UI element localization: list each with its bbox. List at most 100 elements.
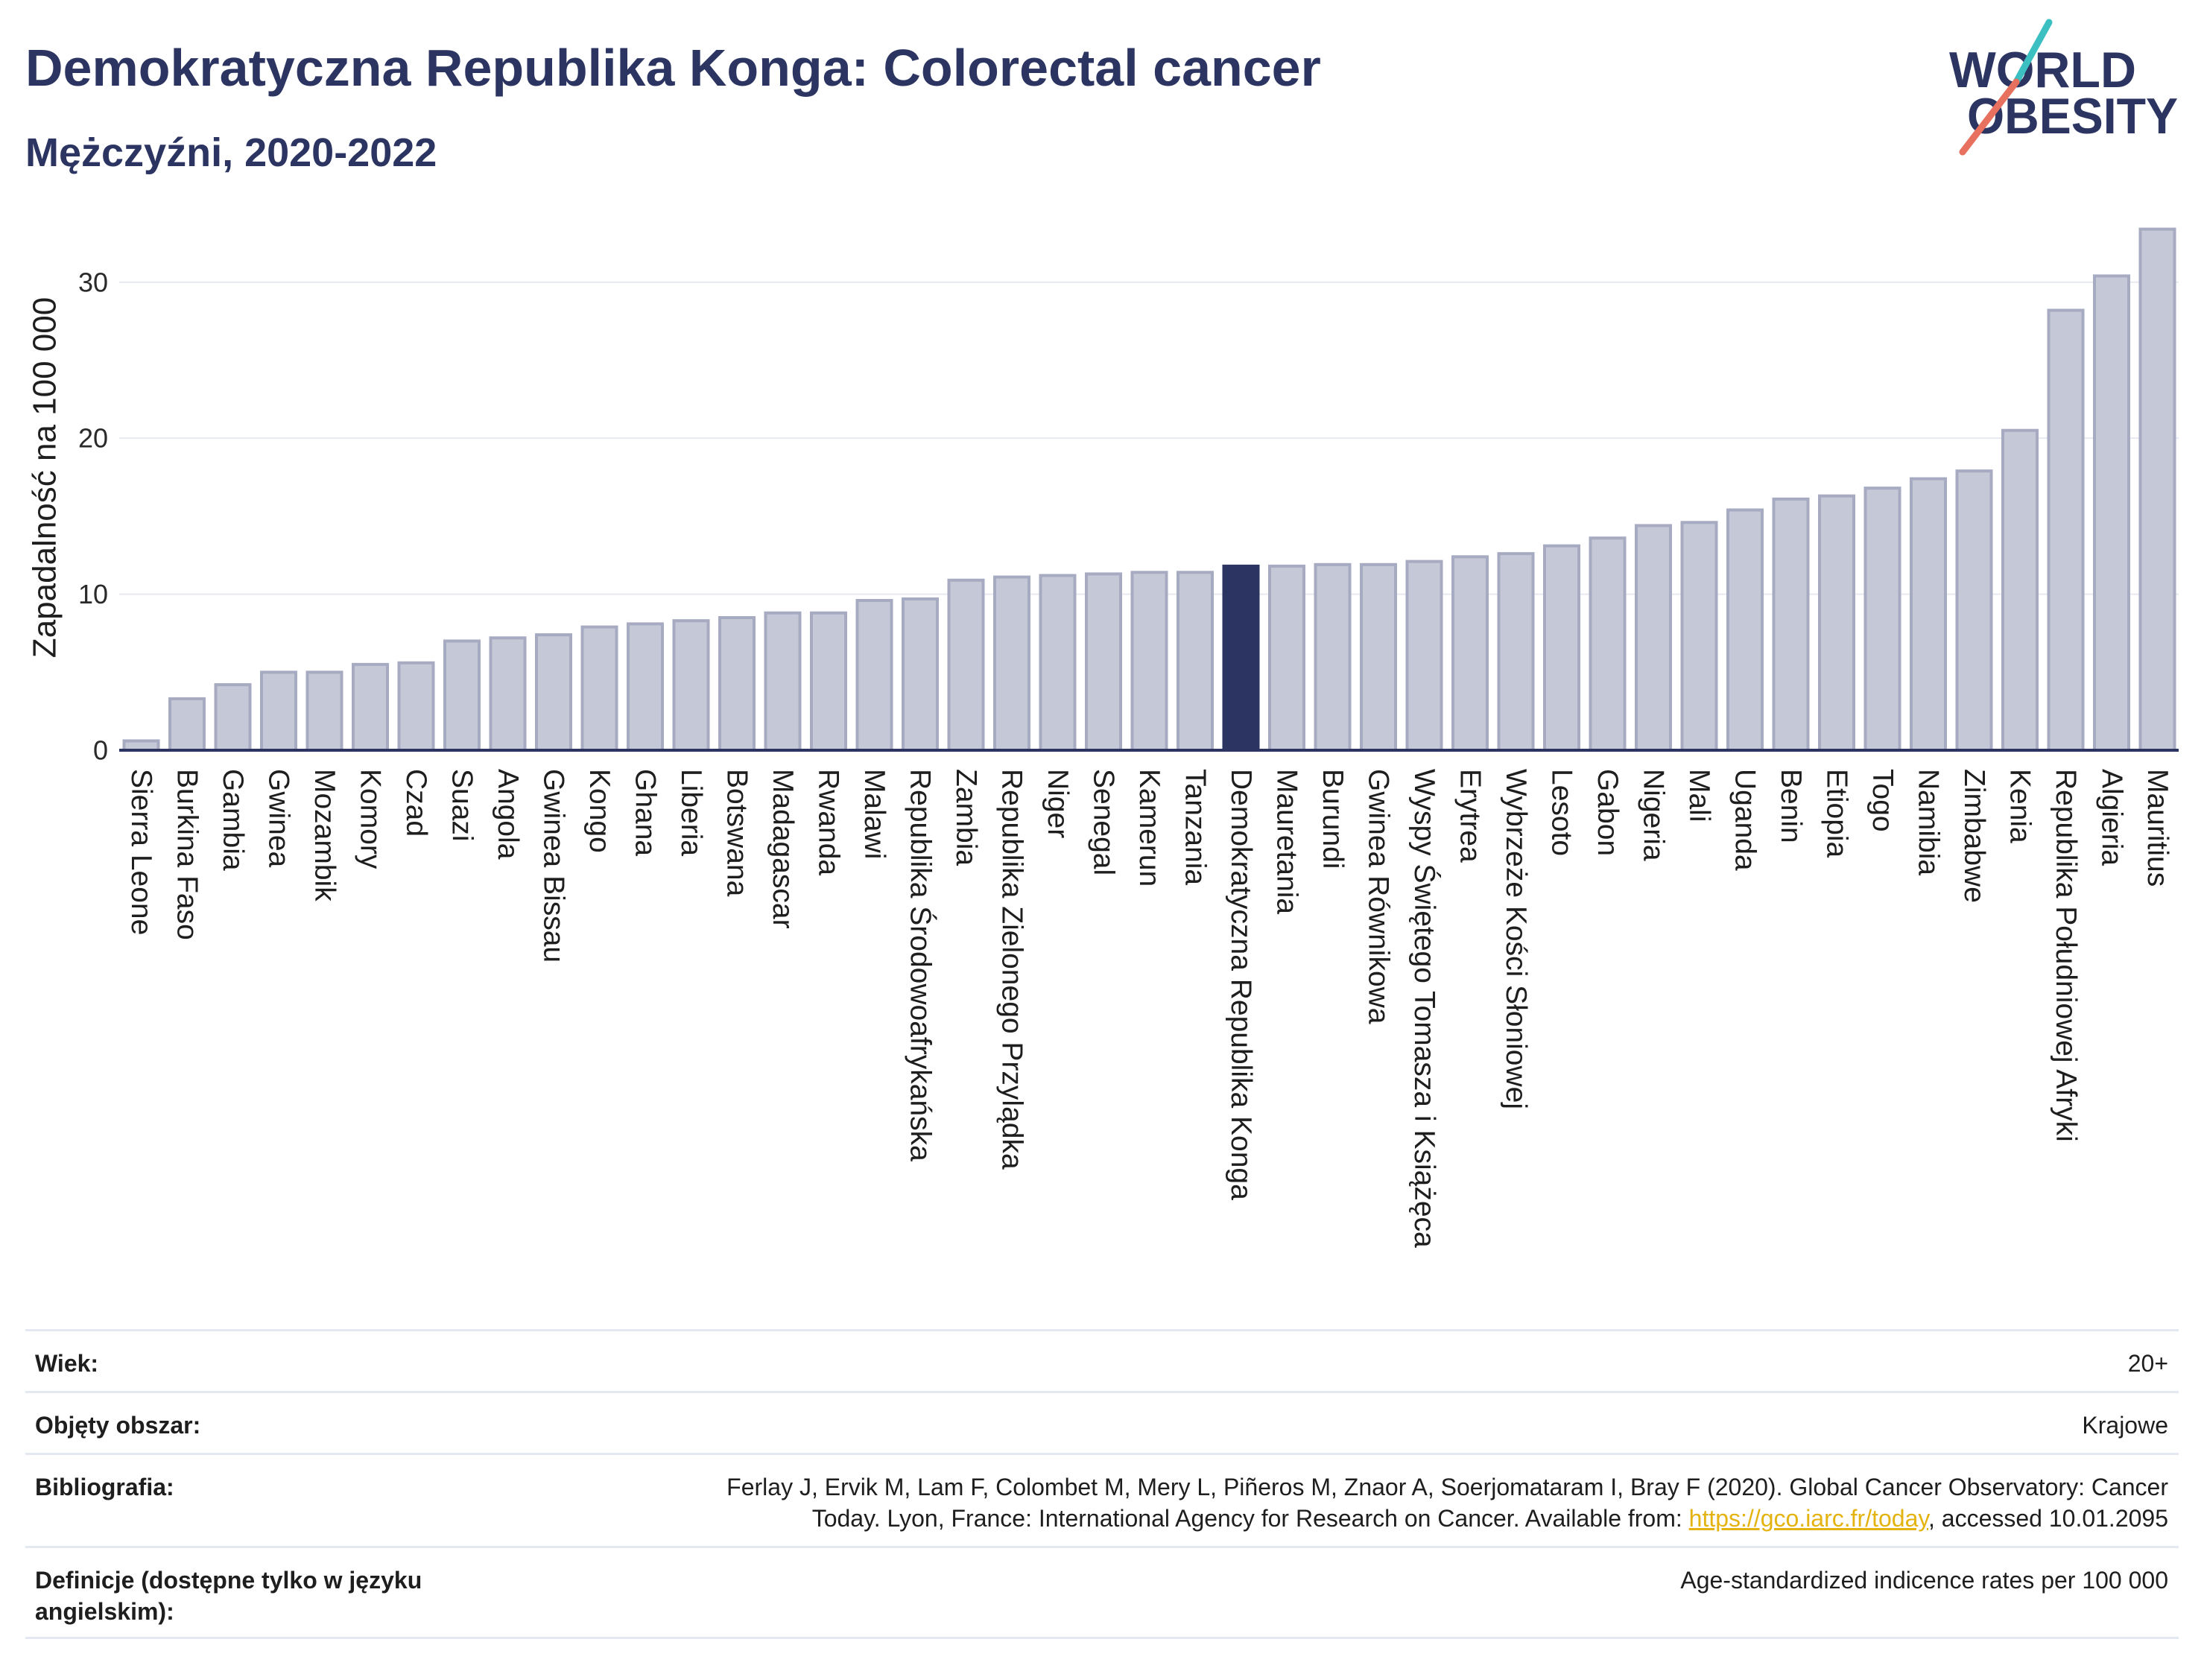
logo-slash-top — [2013, 19, 2053, 86]
bar-kamerun — [1130, 571, 1168, 752]
age-row: Wiek: 20+ — [25, 1331, 2179, 1393]
bar-tanzania — [1177, 571, 1214, 752]
bibliography-line-1: Ferlay J, Ervik M, Lam F, Colombet M, Me… — [726, 1474, 2168, 1500]
bar-ghana — [627, 622, 664, 752]
logo-text-obesity: OBESITY — [1967, 88, 2178, 145]
bar-gwinea-rownikowa — [1360, 562, 1397, 752]
bar-komory — [352, 662, 389, 752]
x-tick-label-nigeria: Nigeria — [1638, 769, 1670, 861]
bar-mauretania — [1268, 564, 1305, 752]
metadata-table: Wiek: 20+ Objęty obszar: Krajowe Bibliog… — [25, 1329, 2179, 1639]
x-tick-label-mauretania: Mauretania — [1271, 769, 1303, 914]
bar-niger — [1039, 574, 1077, 752]
x-tick-label-burundi: Burundi — [1317, 769, 1349, 869]
bar-senegal — [1085, 572, 1122, 752]
x-tick-label-wybrzeze-kosci-sloniowej: Wybrzeże Kości Słoniowej — [1500, 769, 1532, 1109]
coverage-label: Objęty obszar: — [35, 1412, 201, 1439]
bar-demokratyczna-republika-konga — [1222, 564, 1260, 752]
x-tick-label-zambia: Zambia — [950, 769, 982, 866]
bibliography-line-2: Today. Lyon, France: International Agenc… — [726, 1503, 2168, 1534]
x-tick-label-namibia: Namibia — [1913, 769, 1945, 875]
x-tick-label-mali: Mali — [1683, 769, 1715, 822]
x-tick-label-sierra-leone: Sierra Leone — [125, 769, 157, 935]
x-tick-label-rwanda: Rwanda — [813, 769, 845, 875]
bar-mauritius — [2138, 227, 2176, 752]
bibliography-line-2-text: Today. Lyon, France: International Agenc… — [811, 1505, 1689, 1532]
x-tick-label-wyspy-swietego-tomasza-i-ksiazeca: Wyspy Świętego Tomasza i Książęca — [1408, 769, 1442, 1248]
definitions-row: Definicje (dostępne tylko w języku angie… — [25, 1548, 2179, 1639]
x-tick-label-liberia: Liberia — [675, 769, 707, 856]
bar-kenia — [2001, 428, 2039, 752]
bar-liberia — [672, 619, 710, 752]
x-tick-label-demokratyczna-republika-konga: Demokratyczna Republika Konga — [1225, 769, 1257, 1200]
x-tick-label-gwinea-rownikowa: Gwinea Równikowa — [1363, 769, 1395, 1024]
bibliography-label: Bibliografia: — [35, 1474, 174, 1500]
bar-gwinea — [260, 671, 297, 752]
x-tick-label-gwinea-bissau: Gwinea Bissau — [538, 769, 570, 963]
x-tick-label-ghana: Ghana — [630, 769, 662, 856]
x-tick-label-angola: Angola — [492, 769, 524, 860]
bar-suazi — [443, 639, 481, 752]
bar-algieria — [2093, 274, 2130, 752]
bibliography-accessed-text: , accessed 10.01.2095 — [1928, 1505, 2168, 1532]
x-tick-label-benin: Benin — [1775, 769, 1807, 843]
bar-namibia — [1910, 477, 1947, 752]
bar-benin — [1772, 497, 1810, 752]
bar-gwinea-bissau — [535, 633, 572, 752]
x-tick-label-zimbabwe: Zimbabwe — [1958, 769, 1990, 903]
x-tick-label-kongo: Kongo — [583, 769, 615, 853]
bar-uganda — [1726, 508, 1764, 752]
chart-title: Demokratyczna Republika Konga: Colorecta… — [25, 39, 1321, 97]
chart-subtitle: Mężczyźni, 2020-2022 — [25, 130, 437, 175]
bar-togo — [1863, 486, 1901, 752]
x-tick-label-suazi: Suazi — [446, 769, 478, 842]
bar-gambia — [214, 683, 252, 752]
bar-mozambik — [305, 671, 343, 752]
bar-nigeria — [1635, 524, 1672, 752]
bar-rwanda — [810, 611, 847, 752]
bar-czad — [397, 661, 435, 752]
x-tick-label-madagascar: Madagascar — [767, 769, 799, 929]
x-tick-label-malawi: Malawi — [858, 769, 890, 859]
bar-republika-zielonego-przyladka — [993, 575, 1030, 752]
y-tick-label-10: 10 — [78, 579, 108, 609]
logo-slash-bottom — [1959, 78, 2020, 156]
bar-republika-srodowoafrykanska — [902, 597, 939, 752]
bar-malawi — [855, 598, 893, 752]
x-tick-label-erytrea: Erytrea — [1454, 769, 1486, 863]
bar-republika-poludniowej-afryki — [2047, 308, 2085, 752]
logo-text-world: WORLD — [1949, 42, 2136, 98]
bar-angola — [489, 636, 527, 752]
x-tick-label-tanzania: Tanzania — [1179, 769, 1212, 885]
bars — [122, 227, 2176, 752]
x-tick-label-republika-poludniowej-afryki: Republika Południowej Afryki — [2050, 769, 2082, 1142]
bar-wybrzeze-kosci-sloniowej — [1497, 552, 1535, 752]
x-tick-label-republika-srodowoafrykanska: Republika Środowoafrykańska — [905, 769, 938, 1161]
bar-gabon — [1589, 536, 1627, 752]
x-tick-label-botswana: Botswana — [721, 769, 753, 897]
source-link[interactable]: https://gco.iarc.fr/today — [1688, 1505, 1928, 1532]
x-tick-label-komory: Komory — [355, 769, 387, 869]
age-value: 20+ — [2127, 1350, 2168, 1377]
x-tick-label-republika-zielonego-przyladka: Republika Zielonego Przylądka — [996, 769, 1028, 1170]
age-label: Wiek: — [35, 1350, 99, 1377]
bar-erytrea — [1451, 555, 1489, 752]
x-tick-label-uganda: Uganda — [1729, 769, 1761, 871]
bar-burkina-faso — [168, 697, 206, 752]
bar-botswana — [718, 616, 756, 752]
x-tick-label-togo: Togo — [1866, 769, 1899, 832]
definitions-value: Age-standardized indicence rates per 100… — [1680, 1567, 2168, 1594]
world-obesity-logo: WORLD OBESITY — [1949, 19, 2178, 156]
x-tick-label-niger: Niger — [1042, 769, 1074, 838]
bar-lesoto — [1543, 544, 1580, 752]
x-tick-label-gabon: Gabon — [1592, 769, 1624, 856]
y-axis-title: Zapadalność na 100 000 — [27, 297, 63, 658]
x-tick-label-gambia: Gambia — [217, 769, 249, 871]
x-tick-label-burkina-faso: Burkina Faso — [171, 769, 203, 940]
x-tick-label-senegal: Senegal — [1088, 769, 1120, 875]
y-tick-label-0: 0 — [93, 735, 108, 766]
x-tick-label-kenia: Kenia — [2004, 769, 2036, 843]
bar-madagascar — [764, 611, 802, 752]
coverage-row: Objęty obszar: Krajowe — [25, 1393, 2179, 1455]
bibliography-value: Ferlay J, Ervik M, Lam F, Colombet M, Me… — [726, 1471, 2168, 1534]
